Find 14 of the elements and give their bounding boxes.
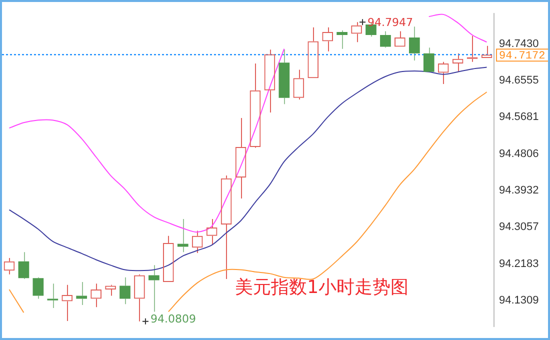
- candlestick: [423, 47, 434, 72]
- y-tick-label: 94.6555: [499, 74, 539, 87]
- y-tick-label: 94.5681: [499, 111, 539, 124]
- y-tick-label: 94.7430: [499, 38, 539, 50]
- y-tick-label: 94.3057: [499, 221, 539, 234]
- y-tick-label: 94.2183: [499, 258, 539, 270]
- ref-line-label: 94.7172: [499, 50, 546, 63]
- y-tick-label: 94.3932: [499, 184, 539, 196]
- candlestick: [380, 30, 391, 48]
- text: 美元指数1小时走势图: [235, 277, 409, 298]
- annotation: 94.7947: [368, 16, 414, 29]
- annotation: 94.0809: [150, 312, 196, 326]
- y-tick-label: 94.4806: [499, 148, 539, 160]
- y-tick-label: 94.1309: [499, 294, 539, 306]
